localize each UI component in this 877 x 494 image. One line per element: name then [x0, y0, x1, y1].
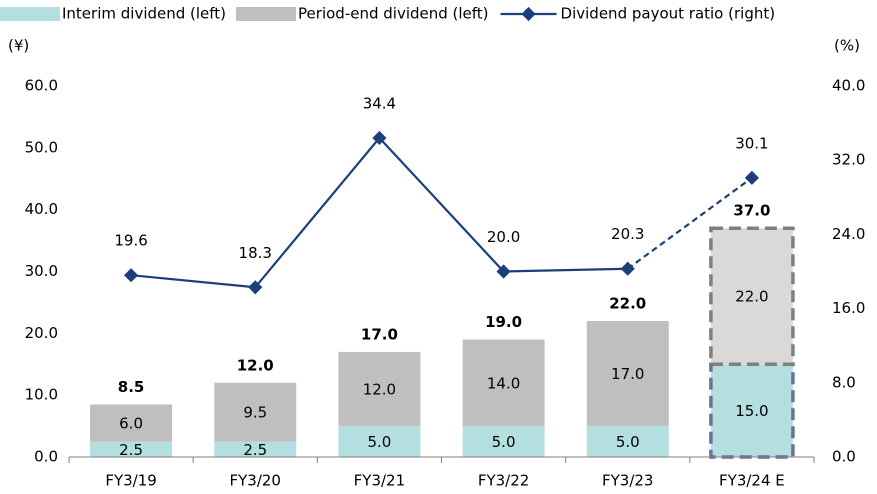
line-series: [130, 136, 628, 289]
line-marker: [620, 261, 635, 276]
y-tick-label: 60.0: [25, 77, 58, 95]
total-label: 12.0: [237, 356, 274, 374]
x-tick-label: FY3/21: [354, 472, 405, 490]
line-value-label: 20.0: [487, 228, 520, 246]
line-marker: [744, 170, 759, 185]
bar-segment: [462, 339, 545, 427]
x-tick-label: FY3/19: [105, 472, 156, 490]
line-marker: [124, 268, 139, 283]
line-marker: [496, 264, 511, 279]
bar-value-label: 5.0: [367, 433, 391, 451]
bar-value-label: 2.5: [119, 441, 143, 459]
bar-segment: [90, 404, 173, 442]
y-tick-label: 50.0: [25, 138, 58, 156]
line-value-label: 34.4: [363, 94, 396, 112]
line-marker: [248, 280, 263, 295]
line-forecast: [627, 176, 753, 270]
line-value-label: 30.1: [735, 134, 768, 152]
x-tick-label: FY3/20: [230, 472, 281, 490]
bar-segment: [710, 228, 793, 365]
bar-value-label: 22.0: [735, 288, 768, 306]
y2-tick-label: 32.0: [832, 151, 865, 169]
y2-tick-label: 24.0: [832, 225, 865, 243]
total-label: 17.0: [361, 325, 398, 343]
bar-segment: [214, 441, 297, 457]
y2-tick-label: 8.0: [832, 373, 856, 391]
forecast-outline: [709, 226, 795, 366]
legend-label: Interim dividend (left): [62, 5, 226, 23]
total-label: 37.0: [733, 202, 770, 220]
bar-segment: [710, 364, 793, 457]
y-tick-label: 20.0: [25, 324, 58, 342]
total-label: 19.0: [485, 313, 522, 331]
bar-value-label: 6.0: [119, 414, 143, 432]
total-label: 8.5: [118, 378, 145, 396]
bar-value-label: 5.0: [616, 433, 640, 451]
y2-axis-label: (%): [834, 37, 860, 55]
legend-label: Period-end dividend (left): [298, 5, 489, 23]
line-value-label: 19.6: [114, 232, 147, 250]
y2-tick-label: 0.0: [832, 448, 856, 466]
bar-segment: [90, 441, 173, 457]
legend-swatch: [236, 7, 297, 21]
line-value-label: 18.3: [239, 244, 272, 262]
y-tick-label: 10.0: [25, 386, 58, 404]
bar-value-label: 2.5: [243, 441, 267, 459]
bar-segment: [462, 426, 545, 457]
bar-segment: [338, 426, 421, 457]
y2-tick-label: 40.0: [832, 77, 865, 95]
legend-swatch: [0, 7, 60, 21]
y2-tick-label: 16.0: [832, 299, 865, 317]
bar-value-label: 9.5: [243, 404, 267, 422]
bar-value-label: 12.0: [363, 380, 396, 398]
bar-segment: [338, 351, 421, 427]
total-label: 22.0: [609, 294, 646, 312]
bar-segment: [586, 426, 669, 457]
y-tick-label: 0.0: [34, 448, 58, 466]
y-tick-label: 40.0: [25, 200, 58, 218]
legend-label: Dividend payout ratio (right): [561, 5, 776, 23]
bar-value-label: 14.0: [487, 374, 520, 392]
bar-segment: [214, 382, 297, 442]
x-tick-label: FY3/22: [478, 472, 529, 490]
bar-value-label: 5.0: [492, 433, 516, 451]
y-axis-label: (¥): [8, 37, 29, 55]
bar-segment: [586, 320, 669, 427]
bar-value-label: 15.0: [735, 402, 768, 420]
legend-marker: [521, 6, 536, 22]
line-value-label: 20.3: [611, 225, 644, 243]
y-tick-label: 30.0: [25, 262, 58, 280]
x-tick-label: FY3/24 E: [719, 472, 785, 490]
line-marker: [372, 130, 387, 146]
x-tick-label: FY3/23: [602, 472, 653, 490]
bar-value-label: 17.0: [611, 365, 644, 383]
